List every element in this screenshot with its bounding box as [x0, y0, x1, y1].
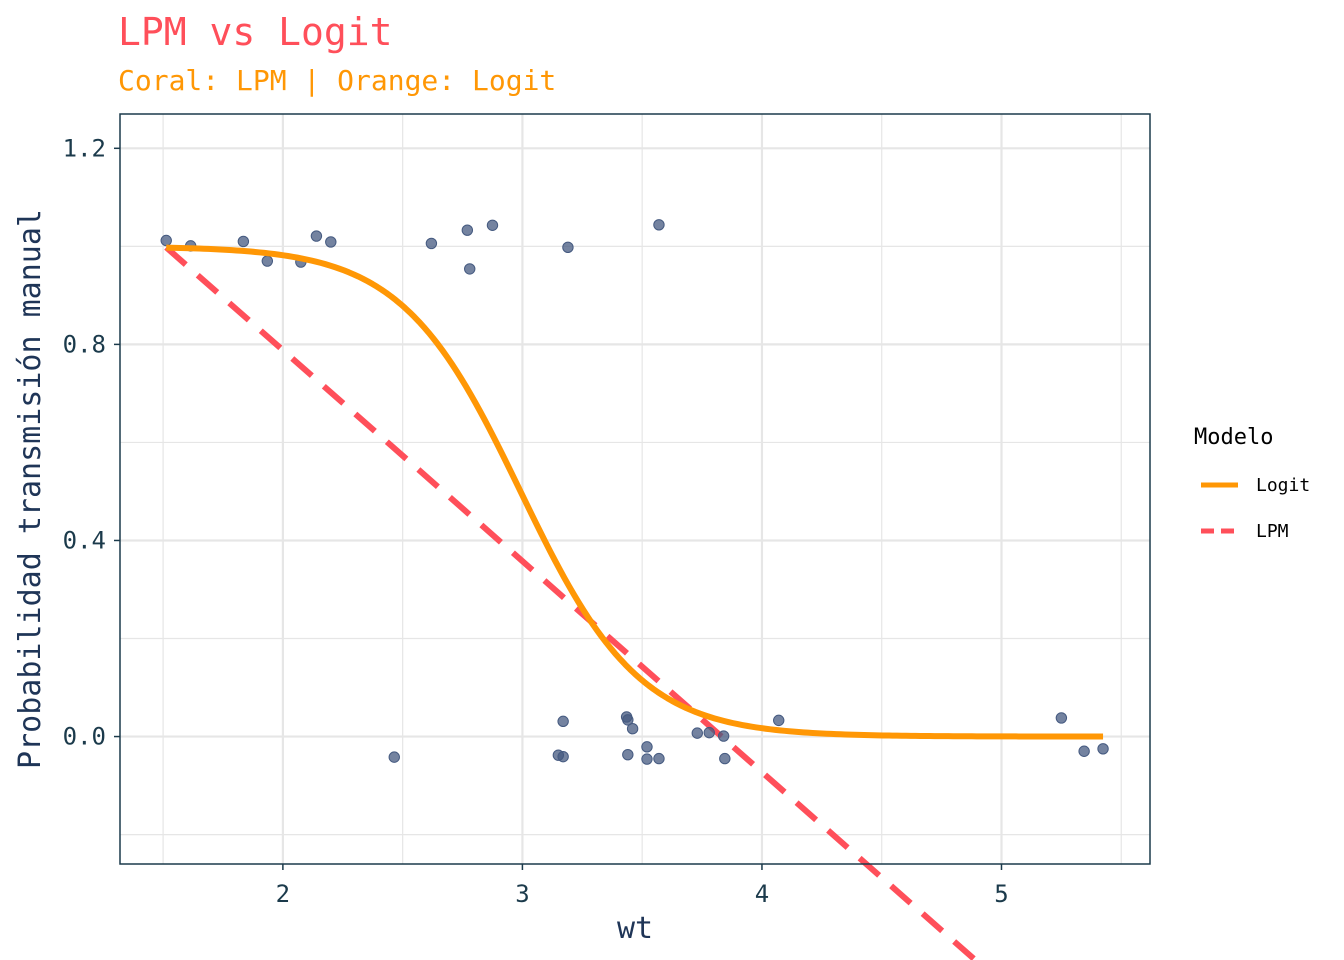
data-point [464, 263, 476, 275]
lpm-series [164, 245, 980, 960]
legend-lpm-label: LPM [1256, 521, 1289, 542]
data-point [622, 748, 634, 761]
data-point [237, 235, 250, 248]
x-axis-title: wt [617, 911, 653, 946]
data-points [160, 219, 1109, 765]
data-point [325, 236, 337, 248]
y-tick-label: 1.2 [63, 134, 106, 162]
data-point [425, 237, 438, 250]
data-point [310, 230, 323, 242]
data-point [388, 751, 400, 763]
x-tick-label: 4 [755, 880, 769, 908]
chart-subtitle: Coral: LPM | Orange: Logit [118, 64, 556, 97]
y-axis-title: Probabilidad transmisión manual [13, 209, 48, 769]
data-point [717, 730, 730, 742]
x-tick-label: 3 [515, 880, 529, 908]
x-tick-label: 5 [994, 880, 1008, 908]
x-tick-label: 2 [276, 880, 290, 908]
data-point [261, 255, 274, 267]
data-point [1097, 743, 1109, 755]
legend-title: Modelo [1194, 425, 1273, 450]
data-point [703, 726, 715, 739]
data-point [653, 219, 665, 231]
y-tick-label: 0.0 [63, 723, 106, 751]
data-point [461, 224, 474, 236]
data-point [557, 750, 569, 763]
data-point [1078, 745, 1090, 757]
data-point [653, 752, 665, 765]
legend: Modelo Logit LPM [1194, 425, 1310, 542]
y-tick-label: 0.8 [63, 330, 106, 358]
data-point [622, 714, 634, 726]
data-point [1055, 712, 1068, 724]
y-tick-label: 0.4 [63, 526, 106, 554]
data-point [160, 234, 172, 247]
logit-series [166, 244, 1104, 740]
plot-panel-border [119, 113, 1151, 865]
data-point [773, 714, 785, 727]
grid [120, 114, 1150, 864]
data-point [486, 219, 499, 231]
data-point [562, 241, 574, 254]
data-point [691, 727, 703, 739]
legend-logit-label: Logit [1256, 475, 1310, 496]
data-point [626, 723, 639, 735]
x-axis-ticks: 2 3 4 5 [276, 864, 1009, 908]
logit-curve [166, 244, 1104, 740]
y-axis-ticks: 0.0 0.4 0.8 1.2 [63, 134, 120, 751]
data-point [641, 753, 653, 765]
data-point [557, 715, 569, 728]
lpm-line [164, 245, 980, 960]
chart-title: LPM vs Logit [118, 10, 393, 54]
data-point [641, 741, 653, 753]
data-point [719, 752, 731, 765]
